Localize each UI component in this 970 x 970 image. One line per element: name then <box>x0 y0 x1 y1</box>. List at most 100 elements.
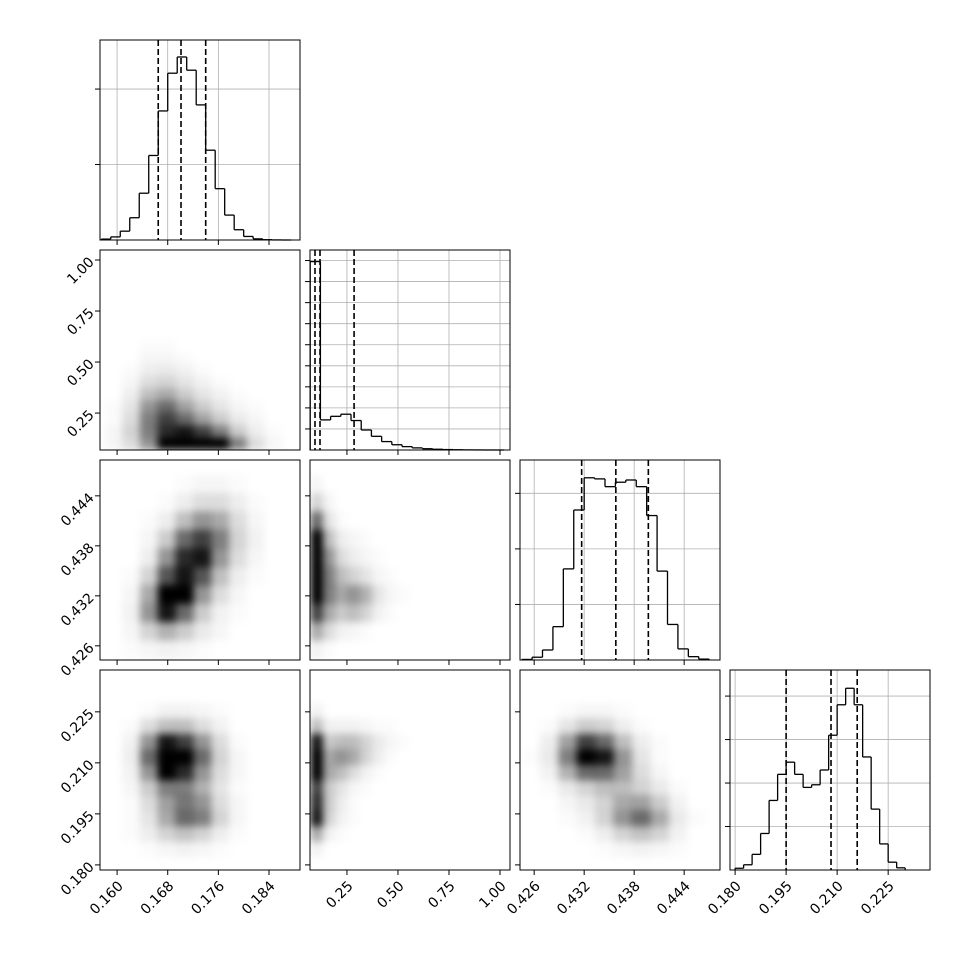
density-cell <box>122 841 140 857</box>
density-cell <box>175 400 194 414</box>
density-cell <box>310 764 323 781</box>
density-cell <box>104 841 122 857</box>
density-cell <box>158 493 176 512</box>
density-cell <box>631 810 651 827</box>
density-cell <box>264 364 282 377</box>
density-cell <box>522 703 541 719</box>
density-cell <box>122 512 140 531</box>
density-cell <box>576 718 596 735</box>
density-cell <box>228 437 247 450</box>
density-cell <box>157 530 176 549</box>
density-cell <box>139 566 159 586</box>
density-cell <box>193 779 212 796</box>
density-cell <box>193 340 211 353</box>
density-cell <box>371 749 385 766</box>
density-cell <box>246 530 265 549</box>
panel-frame <box>519 459 721 661</box>
density-cell <box>139 603 159 623</box>
density-cell <box>264 567 282 586</box>
density-cell <box>211 841 229 857</box>
density-cell <box>264 780 282 796</box>
density-cell <box>384 530 397 549</box>
density-cell <box>228 810 246 826</box>
density-cell <box>408 512 421 531</box>
density-cell <box>139 425 159 439</box>
density-cell <box>359 841 372 857</box>
density-cell <box>139 733 159 750</box>
density-cell <box>384 765 397 781</box>
density-cell <box>577 826 596 842</box>
density-cell <box>359 810 372 826</box>
density-cell <box>396 475 409 494</box>
density-cell <box>310 718 323 735</box>
density-cell <box>420 734 433 750</box>
density-cell <box>420 749 433 765</box>
density-cell <box>246 401 264 414</box>
density-cell <box>228 493 247 513</box>
density-cell <box>104 719 122 735</box>
density-cell <box>175 621 194 641</box>
density-cell <box>334 548 348 568</box>
density-cell <box>157 703 176 720</box>
density-cell <box>193 388 212 402</box>
density-cell <box>140 352 158 365</box>
density-cell <box>104 376 122 389</box>
density-cell <box>384 734 397 750</box>
density-cell <box>359 780 372 796</box>
density-cell <box>157 603 176 623</box>
density-cell <box>139 825 159 842</box>
density-cell <box>139 388 159 402</box>
density-cell <box>246 826 264 842</box>
density-cell <box>264 622 282 641</box>
density-cell <box>193 413 212 426</box>
density-cell <box>228 352 246 365</box>
density-cell <box>157 425 176 439</box>
density-cell <box>246 841 264 857</box>
density-cell <box>322 640 335 659</box>
density-cell <box>175 718 194 735</box>
density-cell <box>122 352 140 365</box>
density-cell <box>540 826 559 842</box>
density-cell <box>264 493 282 512</box>
density-cell <box>228 401 246 414</box>
density <box>310 703 433 857</box>
density-cell <box>322 511 336 531</box>
density-cell <box>613 749 633 766</box>
density-cell <box>210 400 229 414</box>
density-cell <box>211 340 229 353</box>
density-cell <box>346 718 360 735</box>
density-cell <box>334 764 348 781</box>
density-cell <box>359 512 372 531</box>
density-cell <box>175 388 194 402</box>
density-cell <box>175 779 194 796</box>
panel-frame <box>729 669 931 871</box>
density-cell <box>595 841 614 857</box>
density-cell <box>558 826 577 842</box>
density-cell <box>122 425 141 439</box>
density-cell <box>396 567 409 586</box>
density-cell <box>193 764 212 781</box>
density-cell <box>264 585 282 604</box>
density-cell <box>346 566 360 586</box>
density-cell <box>359 585 372 604</box>
density-cell <box>668 765 687 781</box>
density-cell <box>246 493 264 512</box>
density-cell <box>246 810 264 826</box>
histogram <box>734 687 906 870</box>
density-cell <box>408 795 421 811</box>
density-cell <box>396 780 409 796</box>
density-cell <box>613 779 633 796</box>
density-cell <box>193 795 212 811</box>
density-panel <box>122 493 282 659</box>
density-cell <box>371 719 384 735</box>
density-cell <box>193 603 212 623</box>
density-cell <box>371 733 385 750</box>
density-cell <box>540 810 559 826</box>
density-cell <box>122 622 140 641</box>
density-cell <box>631 779 651 796</box>
density-cell <box>540 764 559 781</box>
density <box>310 475 421 659</box>
density-cell <box>310 825 323 842</box>
density-cell <box>396 512 409 531</box>
density-cell <box>408 548 421 567</box>
